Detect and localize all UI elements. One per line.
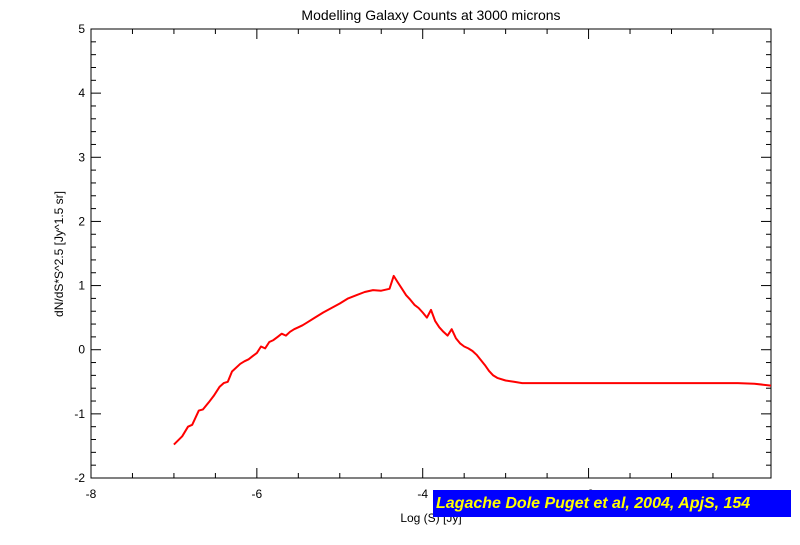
y-tick-label: 2	[78, 214, 85, 228]
x-tick-label: -8	[86, 487, 97, 501]
x-tick-label: -6	[252, 487, 263, 501]
y-tick-label: 4	[78, 86, 85, 100]
x-tick-label: -4	[417, 487, 428, 501]
y-tick-label: -2	[74, 471, 85, 485]
y-tick-label: -1	[74, 407, 85, 421]
chart-title: Modelling Galaxy Counts at 3000 microns	[301, 7, 560, 23]
y-tick-label: 1	[78, 279, 85, 293]
y-tick-label: 0	[78, 343, 85, 357]
y-tick-label: 5	[78, 22, 85, 36]
counts-series-line	[173, 274, 772, 446]
y-axis-label: dN/dS*S^2.5 [Jy^1.5 sr]	[52, 191, 66, 317]
plot-frame	[90, 28, 772, 479]
citation-banner: Lagache Dole Puget et al, 2004, ApjS, 15…	[433, 490, 791, 517]
y-tick-label: 3	[78, 150, 85, 164]
